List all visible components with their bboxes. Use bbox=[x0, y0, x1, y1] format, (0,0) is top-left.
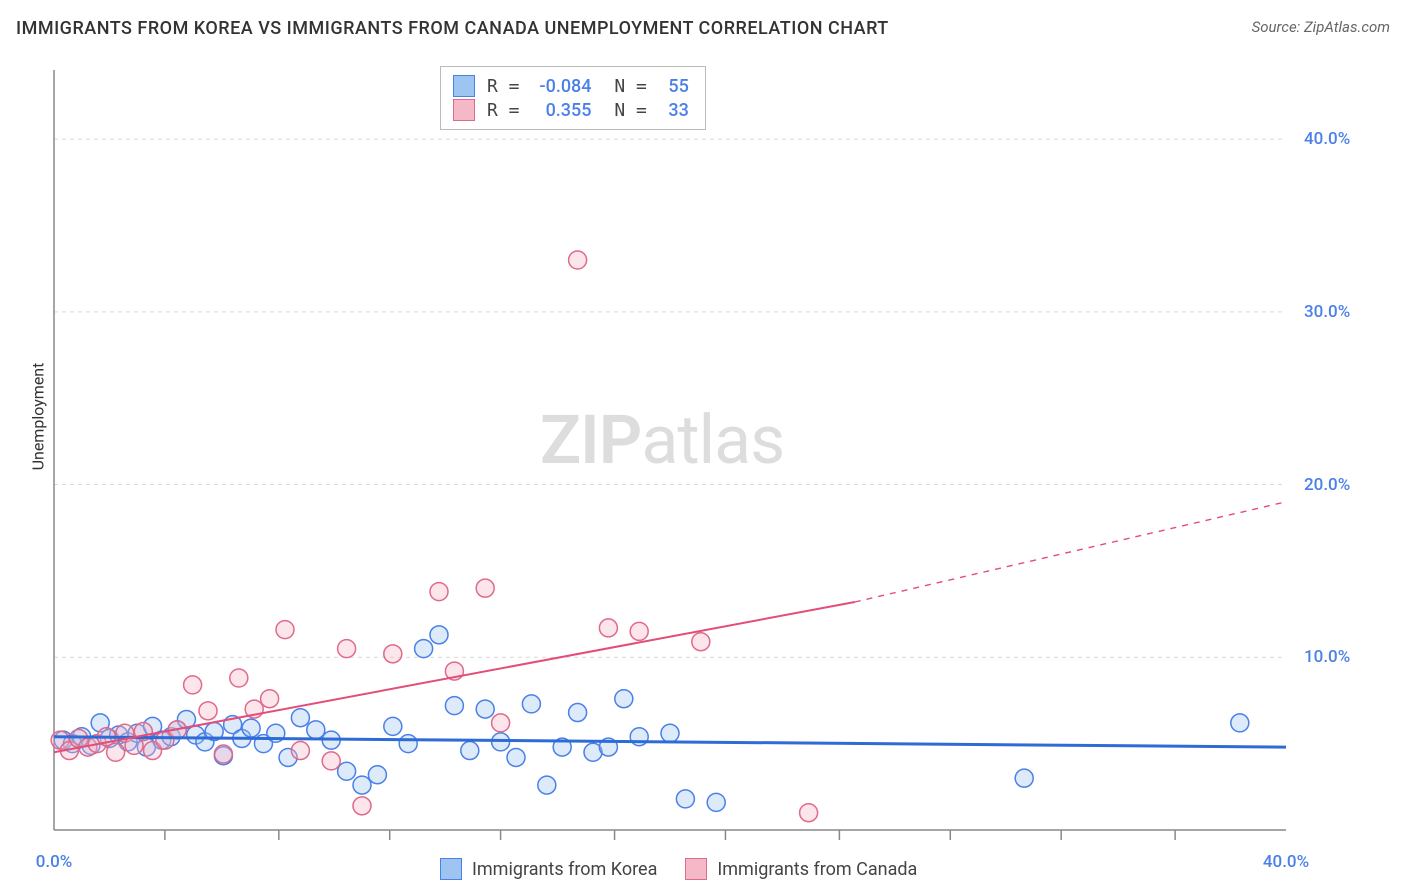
source-attribution: Source: ZipAtlas.com bbox=[1252, 18, 1390, 36]
stats-row-korea: R = -0.084 N = 55 bbox=[453, 75, 689, 97]
x-tick-label: 0.0% bbox=[36, 852, 73, 872]
legend-label: Immigrants from Korea bbox=[472, 859, 657, 880]
series-legend: Immigrants from Korea Immigrants from Ca… bbox=[440, 858, 917, 880]
swatch-icon bbox=[440, 858, 462, 880]
legend-item-korea: Immigrants from Korea bbox=[440, 858, 657, 880]
correlation-stats-box: R = -0.084 N = 55 R = 0.355 N = 33 bbox=[440, 66, 706, 130]
y-tick-label: 20.0% bbox=[1304, 475, 1350, 495]
y-axis-label-wrap: Unemployment bbox=[28, 0, 48, 832]
source-link[interactable]: ZipAtlas.com bbox=[1304, 18, 1390, 36]
n-label: N = bbox=[604, 100, 647, 121]
chart-header: IMMIGRANTS FROM KOREA VS IMMIGRANTS FROM… bbox=[16, 18, 1390, 39]
x-tick-label: 40.0% bbox=[1263, 852, 1309, 872]
r-label: R = bbox=[487, 100, 520, 121]
y-tick-label: 30.0% bbox=[1304, 302, 1350, 322]
r-value: 0.355 bbox=[532, 100, 592, 121]
legend-label: Immigrants from Canada bbox=[717, 859, 917, 880]
y-axis-label: Unemployment bbox=[29, 362, 48, 470]
y-tick-label: 10.0% bbox=[1304, 647, 1350, 667]
swatch-icon bbox=[453, 99, 475, 121]
r-value: -0.084 bbox=[532, 76, 592, 97]
swatch-icon bbox=[685, 858, 707, 880]
r-label: R = bbox=[487, 76, 520, 97]
stats-row-canada: R = 0.355 N = 33 bbox=[453, 99, 689, 121]
y-tick-label: 40.0% bbox=[1304, 129, 1350, 149]
scatter-plot bbox=[54, 70, 1286, 830]
n-value: 55 bbox=[659, 76, 689, 97]
n-value: 33 bbox=[659, 100, 689, 121]
swatch-icon bbox=[453, 75, 475, 97]
legend-item-canada: Immigrants from Canada bbox=[685, 858, 917, 880]
source-prefix: Source: bbox=[1252, 18, 1304, 36]
chart-title: IMMIGRANTS FROM KOREA VS IMMIGRANTS FROM… bbox=[16, 18, 889, 39]
n-label: N = bbox=[604, 76, 647, 97]
